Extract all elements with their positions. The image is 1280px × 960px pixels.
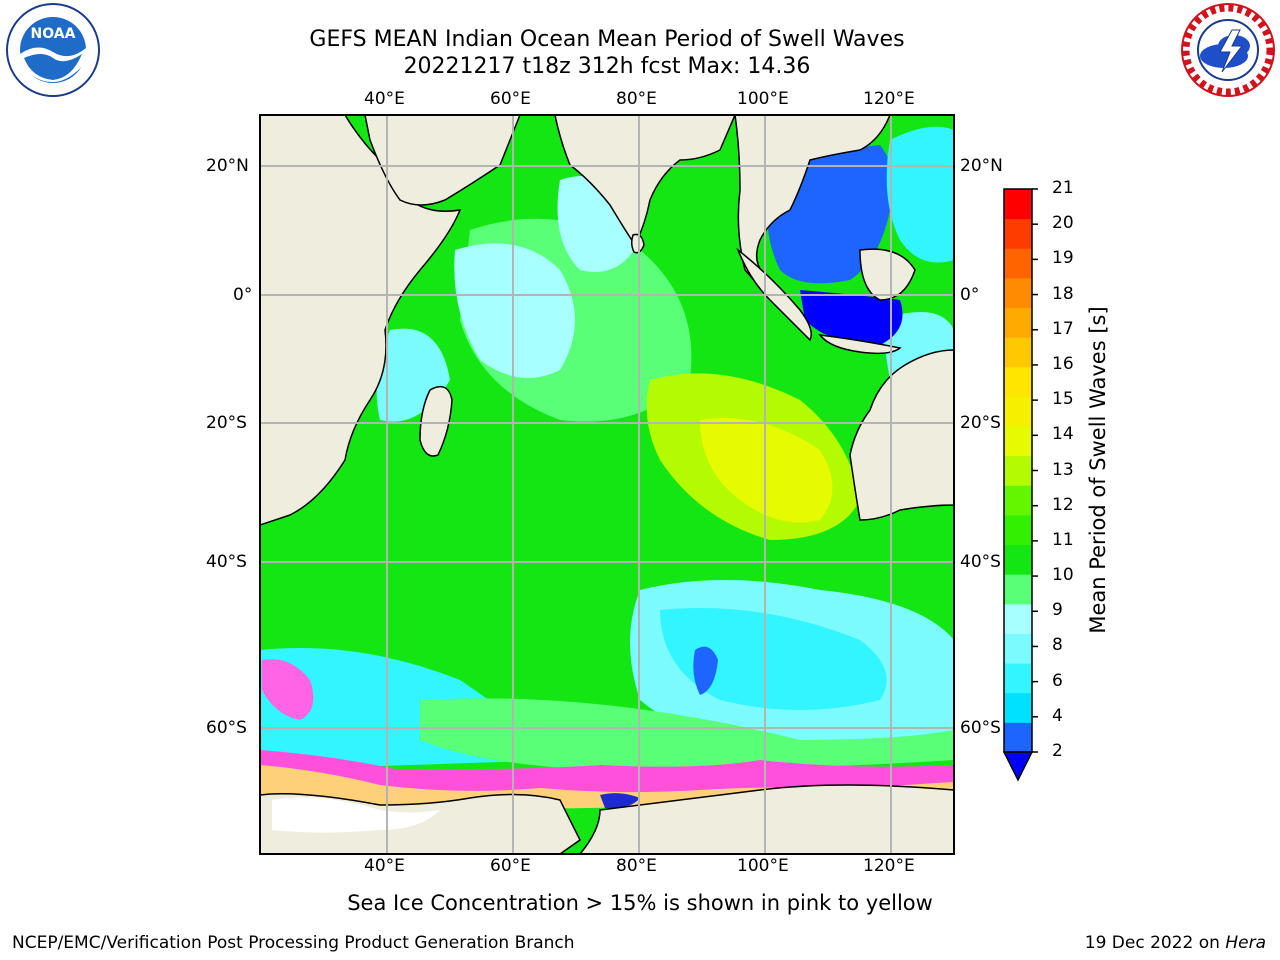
colorbar-tick-label: 2 xyxy=(1052,741,1063,761)
lat-label-right-0: 0° xyxy=(960,285,980,305)
swell-region-south-green-band xyxy=(420,698,954,770)
lon-label-top-60e: 60°E xyxy=(490,89,531,109)
colorbar-segment xyxy=(1004,307,1032,338)
swell-region-west-cyan xyxy=(454,243,575,378)
swell-region-yellow-core xyxy=(700,418,833,523)
noaa-logo-text: NOAA xyxy=(31,26,76,42)
footer-date: 19 Dec 2022 on Hera xyxy=(1085,933,1266,953)
lon-label-bottom-120e: 120°E xyxy=(863,856,915,876)
colorbar-tick-label: 4 xyxy=(1052,705,1063,726)
colorbar-segment xyxy=(1004,544,1032,575)
colorbar-tick-label: 9 xyxy=(1052,600,1063,621)
footer-date-text: 19 Dec 2022 on xyxy=(1084,933,1226,953)
colorbar-tick-label: 15 xyxy=(1052,389,1074,410)
colorbar-tick-label: 18 xyxy=(1052,283,1074,304)
colorbar-tick-label: 21 xyxy=(1052,178,1074,198)
lon-label-top-100e: 100°E xyxy=(737,89,789,109)
footer-host: Hera xyxy=(1225,933,1266,953)
colorbar-segment xyxy=(1004,603,1032,634)
colorbar-tick-label: 19 xyxy=(1052,248,1074,269)
colorbar-segment xyxy=(1004,366,1032,397)
colorbar-extend-triangle xyxy=(1002,751,1034,782)
swell-region-south-cyan-core xyxy=(660,608,887,710)
lat-label-left-20s: 20°S xyxy=(206,413,247,433)
noaa-logo: NOAA xyxy=(6,3,100,97)
colorbar-segment xyxy=(1004,663,1032,694)
colorbar-segment xyxy=(1004,218,1032,249)
colorbar-tick-label: 8 xyxy=(1052,635,1063,656)
sea-ice-white-west xyxy=(272,797,440,833)
colorbar-segment xyxy=(1004,485,1032,516)
colorbar-segment xyxy=(1004,426,1032,457)
lat-label-right-20s: 20°S xyxy=(960,413,1001,433)
colorbar-segment xyxy=(1004,337,1032,368)
colorbar-segment xyxy=(1004,396,1032,427)
lon-label-bottom-40e: 40°E xyxy=(364,856,405,876)
colorbar-segment xyxy=(1004,248,1032,279)
lat-label-right-20n: 20°N xyxy=(960,156,1003,176)
colorbar xyxy=(1002,188,1038,782)
lon-label-top-40e: 40°E xyxy=(364,89,405,109)
map-frame xyxy=(259,114,955,855)
lat-label-left-0: 0° xyxy=(233,285,253,305)
colorbar-segment xyxy=(1004,722,1032,753)
colorbar-tick-label: 12 xyxy=(1052,494,1074,515)
lon-label-top-80e: 80°E xyxy=(616,89,657,109)
colorbar-tick-label: 13 xyxy=(1052,459,1074,480)
colorbar-segment xyxy=(1004,692,1032,723)
land-australia xyxy=(849,349,954,521)
nws-logo xyxy=(1181,3,1275,97)
map-title-line2: 20221217 t18z 312h fcst Max: 14.36 xyxy=(403,54,811,79)
sea-ice-scatter-west xyxy=(262,659,314,720)
colorbar-tick-label: 10 xyxy=(1052,565,1074,586)
colorbar-tick-label: 20 xyxy=(1052,213,1074,234)
land-java xyxy=(818,334,902,355)
colorbar-segment xyxy=(1004,633,1032,664)
lon-label-bottom-80e: 80°E xyxy=(616,856,657,876)
graticule xyxy=(260,115,954,854)
colorbar-segment xyxy=(1004,574,1032,605)
lat-label-left-60s: 60°S xyxy=(206,718,247,738)
colorbar-segment xyxy=(1004,277,1032,309)
sea-ice-dark-spot xyxy=(600,793,640,809)
lon-label-bottom-100e: 100°E xyxy=(737,856,789,876)
swell-region-java-sea-blue xyxy=(800,290,903,345)
lon-label-top-120e: 120°E xyxy=(863,89,915,109)
colorbar-segment xyxy=(1004,514,1032,546)
swell-region-scs-cyan xyxy=(886,126,954,263)
lon-label-bottom-60e: 60°E xyxy=(490,856,531,876)
lat-label-left-20n: 20°N xyxy=(206,156,249,176)
colorbar-tick-label: 17 xyxy=(1052,318,1074,339)
sea-ice-caption: Sea Ice Concentration > 15% is shown in … xyxy=(347,891,933,915)
lat-label-left-40s: 40°S xyxy=(206,552,247,572)
footer-credit: NCEP/EMC/Verification Post Processing Pr… xyxy=(12,933,575,953)
map-title-line1: GEFS MEAN Indian Ocean Mean Period of Sw… xyxy=(309,27,905,52)
colorbar-tick-label: 16 xyxy=(1052,353,1074,374)
colorbar-tick-label: 14 xyxy=(1052,424,1074,445)
colorbar-segment xyxy=(1004,455,1032,486)
colorbar-tick-label: 11 xyxy=(1052,529,1074,550)
swell-region-small-blue-south xyxy=(693,646,718,695)
colorbar-segment xyxy=(1004,189,1032,220)
lat-label-right-60s: 60°S xyxy=(960,718,1001,738)
colorbar-axis-label: Mean Period of Swell Waves [s] xyxy=(1086,306,1110,634)
land-antarctica xyxy=(260,784,954,854)
lat-label-right-40s: 40°S xyxy=(960,552,1001,572)
colorbar-tick-label: 6 xyxy=(1052,670,1063,691)
land-sri-lanka xyxy=(630,233,645,254)
